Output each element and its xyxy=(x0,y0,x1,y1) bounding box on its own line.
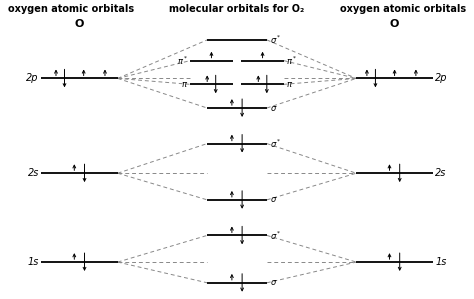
Text: 1s: 1s xyxy=(435,257,447,267)
Text: $\pi^*$: $\pi^*$ xyxy=(286,54,297,67)
Text: O: O xyxy=(390,19,399,29)
Text: $\sigma$: $\sigma$ xyxy=(270,103,278,112)
Text: $\pi$: $\pi$ xyxy=(181,80,188,89)
Text: $\pi$: $\pi$ xyxy=(286,80,293,89)
Text: oxygen atomic orbitals: oxygen atomic orbitals xyxy=(340,4,466,14)
Text: $\pi^*$: $\pi^*$ xyxy=(177,54,188,67)
Text: oxygen atomic orbitals: oxygen atomic orbitals xyxy=(8,4,134,14)
Text: $\sigma^*$: $\sigma^*$ xyxy=(270,34,282,46)
Text: 1s: 1s xyxy=(27,257,39,267)
Text: O: O xyxy=(75,19,84,29)
Text: $\sigma^*$: $\sigma^*$ xyxy=(270,229,282,242)
Text: molecular orbitals for O₂: molecular orbitals for O₂ xyxy=(169,4,305,14)
Text: $\sigma$: $\sigma$ xyxy=(270,195,278,204)
Text: $\sigma$: $\sigma$ xyxy=(270,278,278,287)
Text: 2s: 2s xyxy=(27,168,39,178)
Text: 2p: 2p xyxy=(435,74,447,83)
Text: $\sigma^*$: $\sigma^*$ xyxy=(270,137,282,150)
Text: 2s: 2s xyxy=(435,168,447,178)
Text: 2p: 2p xyxy=(27,74,39,83)
